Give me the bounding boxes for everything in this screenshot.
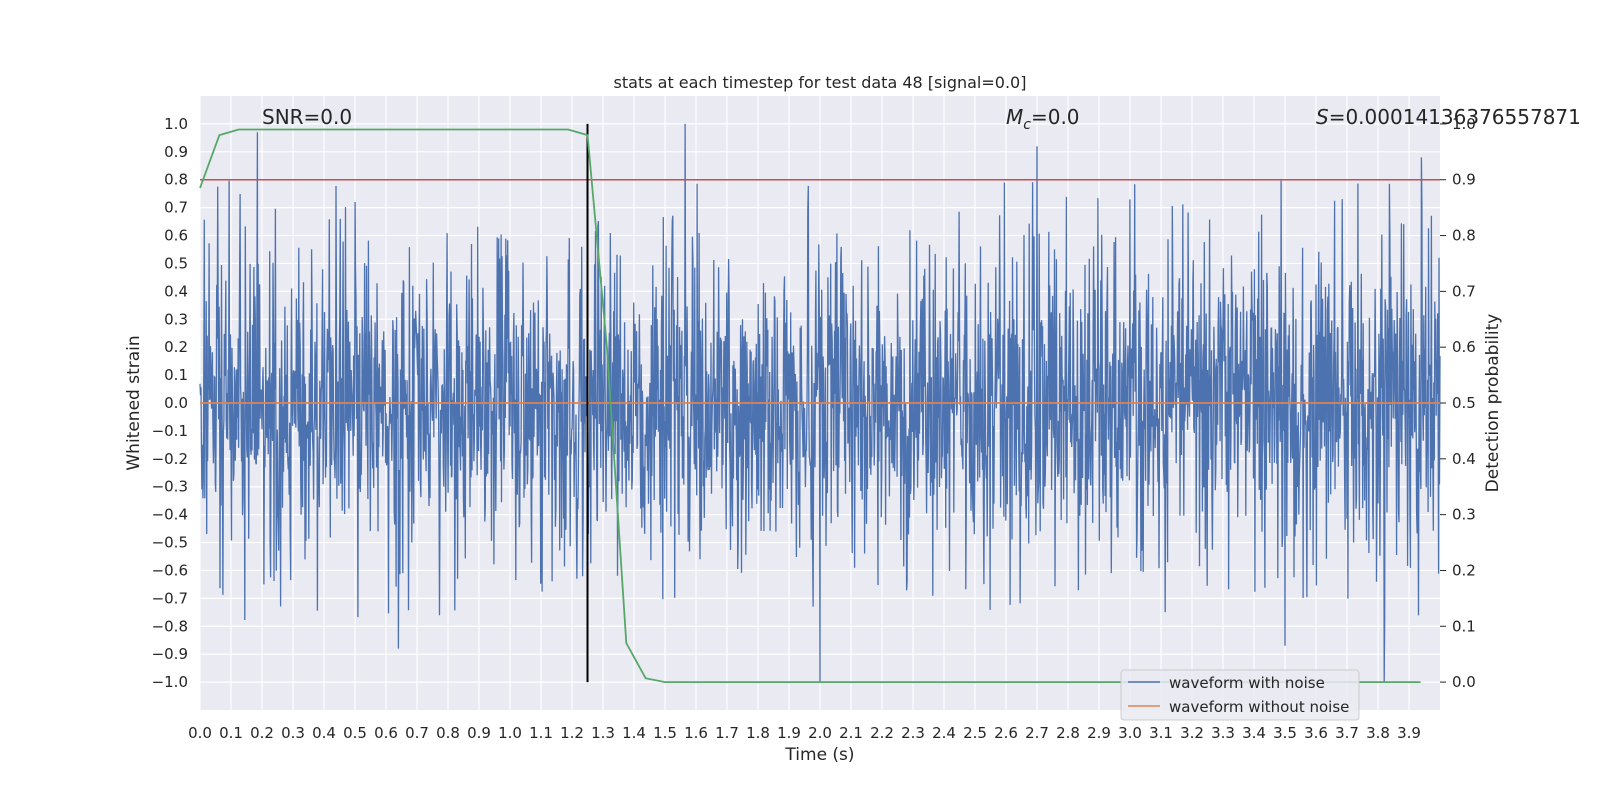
y2-tick-label: 0.4 bbox=[1452, 450, 1476, 468]
y-tick-labels: 1.0 0.9 0.8 0.7 0.6 0.5 0.4 0.3 0.2 0.1 0.0 −0.1 −0.… bbox=[152, 115, 188, 691]
y-tick-label: 0.7 bbox=[164, 199, 188, 217]
y2-tick-label: 0.2 bbox=[1452, 561, 1476, 579]
y-axis-label: Whitened strain bbox=[124, 335, 144, 470]
legend-label-clean: waveform without noise bbox=[1169, 698, 1349, 716]
x-tick-label: 0.0 bbox=[188, 724, 212, 742]
y2-tick-label: 0.6 bbox=[1452, 338, 1476, 356]
y2-tick-label: 0.9 bbox=[1452, 171, 1476, 189]
legend: waveform with noise waveform without noi… bbox=[1120, 669, 1360, 721]
x-tick-label: 0.1 bbox=[219, 724, 243, 742]
x-tick-label: 2.6 bbox=[994, 724, 1018, 742]
x-tick-label: 0.8 bbox=[436, 724, 460, 742]
x-tick-label: 1.9 bbox=[777, 724, 801, 742]
x-tick-label: 2.4 bbox=[932, 724, 956, 742]
y2-tick-label: 0.5 bbox=[1452, 394, 1476, 412]
x-tick-label: 2.9 bbox=[1087, 724, 1111, 742]
x-tick-label: 2.7 bbox=[1025, 724, 1049, 742]
y2-tick-label: 0.0 bbox=[1452, 673, 1476, 691]
y-tick-label: 0.0 bbox=[164, 394, 188, 412]
y-tick-label: 0.9 bbox=[164, 143, 188, 161]
y2-tick-label: 0.8 bbox=[1452, 227, 1476, 245]
y-tick-label: 0.4 bbox=[164, 282, 188, 300]
x-tick-label: 0.2 bbox=[250, 724, 274, 742]
y-tick-label: −0.1 bbox=[152, 422, 188, 440]
y2-axis-label: Detection probability bbox=[1483, 314, 1503, 493]
x-tick-label: 1.4 bbox=[622, 724, 646, 742]
x-tick-label: 3.1 bbox=[1149, 724, 1173, 742]
x-tick-label: 2.3 bbox=[901, 724, 925, 742]
y-tick-label: 0.6 bbox=[164, 227, 188, 245]
y2-tick-label: 0.3 bbox=[1452, 506, 1476, 524]
x-tick-label: 1.6 bbox=[684, 724, 708, 742]
x-tick-label: 0.5 bbox=[343, 724, 367, 742]
x-tick-label: 1.1 bbox=[529, 724, 553, 742]
x-axis-label: Time (s) bbox=[784, 745, 854, 765]
y2-tick-label: 0.1 bbox=[1452, 617, 1476, 635]
x-tick-label: 0.3 bbox=[281, 724, 305, 742]
y-tick-label: 0.3 bbox=[164, 310, 188, 328]
y-tick-label: −0.9 bbox=[152, 645, 188, 663]
x-tick-label: 3.8 bbox=[1366, 724, 1390, 742]
x-tick-label: 0.6 bbox=[374, 724, 398, 742]
y-tick-label: −0.6 bbox=[152, 561, 188, 579]
x-tick-label: 2.1 bbox=[839, 724, 863, 742]
legend-label-noise: waveform with noise bbox=[1169, 674, 1325, 692]
x-tick-label: 2.5 bbox=[963, 724, 987, 742]
x-tick-label: 3.3 bbox=[1211, 724, 1235, 742]
y-tick-label: 0.8 bbox=[164, 171, 188, 189]
x-tick-label: 1.5 bbox=[653, 724, 677, 742]
y2-tick-label: 0.7 bbox=[1452, 282, 1476, 300]
y2-tick-labels: 1.0 0.9 0.8 0.7 0.6 0.5 0.4 0.3 0.2 0.1 0.0 bbox=[1440, 115, 1476, 691]
x-tick-label: 1.8 bbox=[746, 724, 770, 742]
x-tick-label: 3.4 bbox=[1242, 724, 1266, 742]
x-tick-label: 1.7 bbox=[715, 724, 739, 742]
x-tick-label: 3.9 bbox=[1397, 724, 1421, 742]
x-tick-label: 0.7 bbox=[405, 724, 429, 742]
annotation-mc: Mc=0.0 bbox=[1006, 105, 1080, 133]
series-waveform-with-noise bbox=[199, 123, 1441, 683]
x-tick-label: 0.4 bbox=[312, 724, 336, 742]
y-tick-label: 1.0 bbox=[164, 115, 188, 133]
y2-tick-label: 1.0 bbox=[1452, 115, 1476, 133]
probability-trace bbox=[199, 128, 1421, 683]
y-tick-label: −1.0 bbox=[152, 673, 188, 691]
y-tick-label: 0.5 bbox=[164, 254, 188, 272]
y-tick-label: −0.2 bbox=[152, 450, 188, 468]
y-tick-label: −0.8 bbox=[152, 617, 188, 635]
y-tick-label: 0.1 bbox=[164, 366, 188, 384]
y-tick-label: −0.4 bbox=[152, 506, 188, 524]
x-tick-label: 1.0 bbox=[498, 724, 522, 742]
x-tick-label: 3.5 bbox=[1273, 724, 1297, 742]
y-tick-label: −0.5 bbox=[152, 534, 188, 552]
annotation-s: S=0.00014136376557871 bbox=[1316, 105, 1581, 129]
chart-title: stats at each timestep for test data 48 … bbox=[614, 73, 1027, 92]
x-tick-label: 1.3 bbox=[591, 724, 615, 742]
annotation-snr: SNR=0.0 bbox=[262, 105, 352, 129]
y-tick-label: 0.2 bbox=[164, 338, 188, 356]
x-tick-label: 2.2 bbox=[870, 724, 894, 742]
noise-trace bbox=[199, 123, 1441, 683]
x-tick-label: 3.0 bbox=[1118, 724, 1142, 742]
x-tick-labels: 0.0 0.1 0.2 0.3 0.4 0.5 0.6 0.7 0.8 0.9 1.0 1.1 1.2 1… bbox=[188, 724, 1421, 742]
x-tick-label: 2.0 bbox=[808, 724, 832, 742]
x-tick-label: 3.7 bbox=[1335, 724, 1359, 742]
y-tick-label: −0.3 bbox=[152, 478, 188, 496]
x-tick-label: 1.2 bbox=[560, 724, 584, 742]
x-tick-label: 3.2 bbox=[1180, 724, 1204, 742]
y-tick-label: −0.7 bbox=[152, 589, 188, 607]
series-detection-probability bbox=[199, 128, 1421, 683]
x-tick-label: 2.8 bbox=[1056, 724, 1080, 742]
x-tick-label: 3.6 bbox=[1304, 724, 1328, 742]
x-tick-label: 0.9 bbox=[467, 724, 491, 742]
